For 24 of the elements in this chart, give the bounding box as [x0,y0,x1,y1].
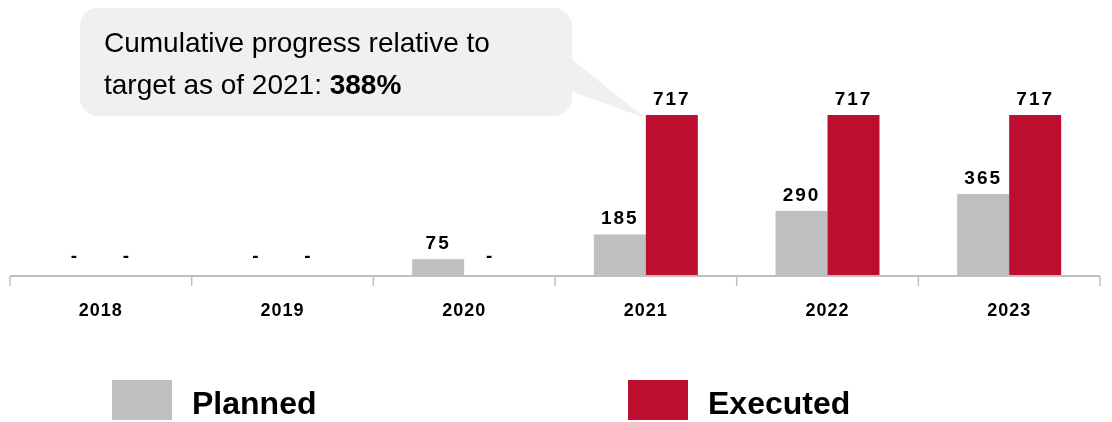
data-label: 290 [782,183,821,205]
data-label: 717 [834,88,873,109]
x-tick-label: 2021 [623,300,668,320]
legend-label: Executed [708,385,851,421]
x-tick-label: 2023 [987,300,1032,320]
legend-label: Planned [192,385,317,421]
text: - [486,245,495,266]
x-tick-label: 2020 [442,300,487,320]
text: - [122,245,131,266]
data-label: 185 [600,207,639,229]
text: Cumulative progress relative to target as of 2021: 388% [104,27,490,100]
x-tick-label: 2019 [260,300,305,320]
bar [645,115,698,276]
data-label: 365 [964,167,1003,189]
data-label: 75 [425,232,451,254]
text: - [304,245,313,266]
bar [827,115,880,276]
data-label: 717 [652,88,691,109]
bar [1009,115,1062,276]
x-tick-label: 2018 [78,300,123,320]
text: - [252,245,261,266]
x-tick-label: 2022 [805,300,850,320]
text: - [70,245,79,266]
data-label: 717 [1016,88,1055,109]
